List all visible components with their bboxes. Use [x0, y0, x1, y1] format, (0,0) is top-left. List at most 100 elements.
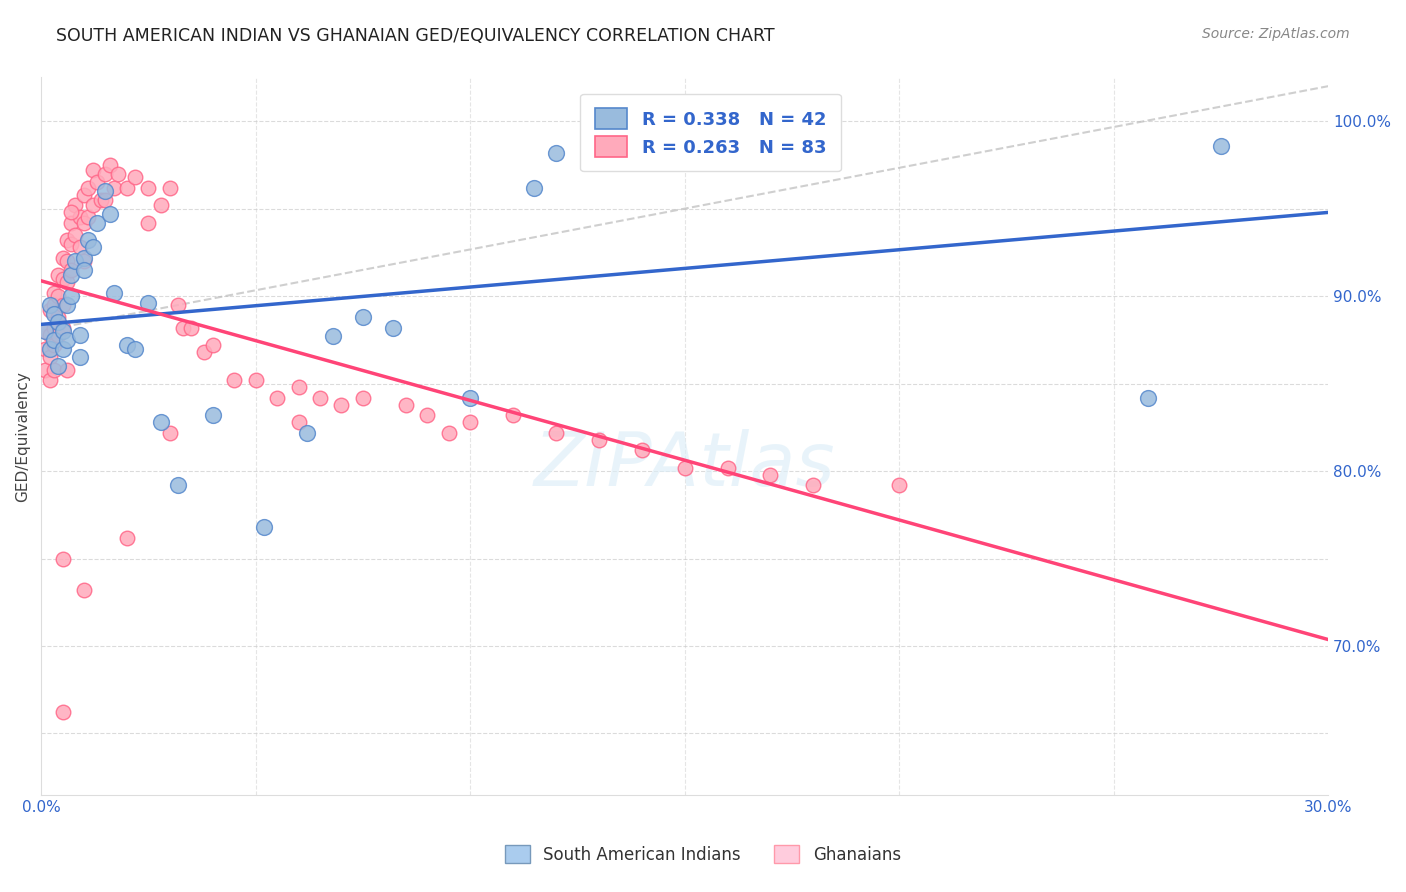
Point: [51, 706, 73, 720]
Point: [51, 342, 73, 356]
Point: [82, 198, 104, 212]
Y-axis label: GED/Equivalency: GED/Equivalency: [15, 371, 30, 501]
Point: [381, 320, 404, 334]
Point: [60, 263, 83, 277]
Point: [287, 380, 309, 394]
Point: [73, 251, 96, 265]
Point: [34, 362, 56, 376]
Point: [544, 145, 567, 160]
Point: [458, 415, 481, 429]
Point: [46, 268, 69, 282]
Point: [224, 373, 246, 387]
Point: [124, 170, 146, 185]
Point: [77, 180, 100, 194]
Point: [46, 359, 69, 373]
Point: [46, 289, 69, 303]
Point: [309, 391, 332, 405]
Point: [759, 467, 782, 482]
Point: [69, 327, 91, 342]
Point: [38, 327, 60, 342]
Point: [82, 163, 104, 178]
Point: [107, 167, 129, 181]
Point: [51, 324, 73, 338]
Point: [73, 263, 96, 277]
Point: [322, 329, 344, 343]
Point: [103, 180, 125, 194]
Point: [51, 320, 73, 334]
Point: [42, 333, 65, 347]
Point: [544, 425, 567, 440]
Point: [287, 415, 309, 429]
Point: [69, 240, 91, 254]
Point: [42, 338, 65, 352]
Point: [42, 307, 65, 321]
Point: [42, 298, 65, 312]
Text: SOUTH AMERICAN INDIAN VS GHANAIAN GED/EQUIVALENCY CORRELATION CHART: SOUTH AMERICAN INDIAN VS GHANAIAN GED/EQ…: [56, 27, 775, 45]
Point: [295, 425, 318, 440]
Point: [523, 180, 546, 194]
Point: [65, 227, 87, 242]
Point: [56, 275, 79, 289]
Point: [652, 129, 675, 144]
Point: [46, 315, 69, 329]
Point: [73, 187, 96, 202]
Point: [98, 207, 121, 221]
Point: [51, 251, 73, 265]
Point: [352, 310, 374, 325]
Point: [1209, 138, 1232, 153]
Point: [73, 216, 96, 230]
Text: ZIPAtlas: ZIPAtlas: [534, 429, 835, 500]
Point: [201, 408, 224, 422]
Point: [159, 180, 181, 194]
Point: [86, 175, 108, 189]
Point: [38, 373, 60, 387]
Point: [266, 391, 288, 405]
Point: [34, 342, 56, 356]
Point: [150, 198, 173, 212]
Point: [56, 362, 79, 376]
Point: [65, 198, 87, 212]
Point: [65, 254, 87, 268]
Point: [138, 216, 160, 230]
Point: [51, 298, 73, 312]
Point: [38, 351, 60, 365]
Point: [60, 268, 83, 282]
Point: [56, 333, 79, 347]
Point: [34, 324, 56, 338]
Point: [253, 520, 276, 534]
Point: [180, 320, 202, 334]
Point: [458, 391, 481, 405]
Point: [502, 408, 524, 422]
Point: [330, 398, 353, 412]
Point: [90, 193, 112, 207]
Point: [46, 327, 69, 342]
Point: [167, 478, 190, 492]
Point: [94, 193, 117, 207]
Point: [56, 298, 79, 312]
Point: [887, 478, 910, 492]
Point: [42, 285, 65, 300]
Point: [103, 285, 125, 300]
Point: [416, 408, 439, 422]
Point: [395, 398, 418, 412]
Point: [193, 345, 215, 359]
Point: [159, 425, 181, 440]
Point: [716, 460, 738, 475]
Point: [46, 310, 69, 325]
Point: [245, 373, 267, 387]
Point: [38, 342, 60, 356]
Point: [437, 425, 460, 440]
Point: [115, 531, 138, 545]
Point: [56, 233, 79, 247]
Point: [801, 478, 824, 492]
Point: [42, 320, 65, 334]
Legend: R = 0.338   N = 42, R = 0.263   N = 83: R = 0.338 N = 42, R = 0.263 N = 83: [581, 94, 841, 171]
Point: [138, 180, 160, 194]
Point: [1136, 391, 1159, 405]
Point: [588, 433, 610, 447]
Point: [630, 443, 652, 458]
Point: [60, 205, 83, 219]
Point: [34, 324, 56, 338]
Legend: South American Indians, Ghanaians: South American Indians, Ghanaians: [499, 838, 907, 871]
Point: [738, 131, 761, 145]
